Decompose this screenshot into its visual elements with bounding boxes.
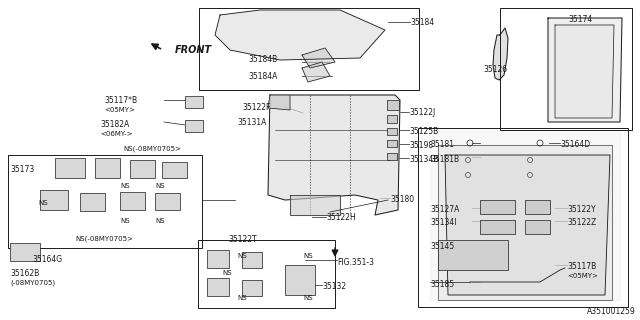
- Bar: [525, 200, 550, 214]
- Text: NS: NS: [155, 183, 164, 189]
- Text: NS: NS: [155, 218, 164, 224]
- Bar: [207, 250, 229, 268]
- Polygon shape: [290, 195, 340, 215]
- Polygon shape: [493, 28, 508, 80]
- Polygon shape: [548, 18, 622, 122]
- Text: A351001259: A351001259: [588, 307, 636, 316]
- Text: 35122H: 35122H: [326, 213, 356, 222]
- Text: 35185: 35185: [430, 280, 454, 289]
- Bar: [387, 140, 397, 147]
- Text: 35122Z: 35122Z: [567, 218, 596, 227]
- Text: 35117*B: 35117*B: [104, 96, 137, 105]
- Bar: [8, 155, 202, 248]
- Text: 35122Y: 35122Y: [567, 205, 596, 214]
- Text: 35174: 35174: [568, 15, 592, 24]
- Bar: [285, 265, 315, 295]
- Text: FIG.351-3: FIG.351-3: [337, 258, 374, 267]
- Polygon shape: [302, 62, 330, 82]
- Bar: [155, 193, 180, 210]
- Text: FRONT: FRONT: [175, 45, 212, 55]
- Bar: [162, 162, 187, 178]
- Bar: [80, 193, 105, 211]
- Bar: [198, 240, 335, 308]
- Polygon shape: [445, 155, 610, 295]
- Text: 35184A: 35184A: [248, 72, 277, 81]
- Polygon shape: [268, 95, 400, 215]
- Text: NS: NS: [120, 183, 130, 189]
- Text: NS: NS: [120, 218, 130, 224]
- Text: NS: NS: [222, 270, 232, 276]
- Bar: [525, 220, 550, 234]
- Bar: [387, 100, 399, 110]
- Bar: [480, 200, 515, 214]
- Text: 35134I: 35134I: [430, 218, 456, 227]
- Text: NS(-08MY0705>: NS(-08MY0705>: [75, 235, 133, 242]
- Text: 35132: 35132: [322, 282, 346, 291]
- Text: NS: NS: [237, 253, 246, 259]
- Polygon shape: [555, 25, 614, 118]
- Polygon shape: [215, 10, 385, 60]
- Text: 35125B: 35125B: [409, 127, 438, 136]
- Bar: [500, 8, 632, 130]
- Text: 35164D: 35164D: [560, 140, 590, 149]
- Text: 35134B: 35134B: [409, 155, 438, 164]
- Bar: [185, 96, 203, 108]
- Text: 35162B: 35162B: [10, 269, 39, 278]
- Bar: [387, 153, 397, 160]
- Bar: [438, 240, 508, 270]
- Text: 35122T: 35122T: [228, 235, 257, 244]
- Text: NS: NS: [303, 253, 312, 259]
- Text: 35181B: 35181B: [430, 155, 459, 164]
- Polygon shape: [268, 95, 290, 110]
- Text: NS(-08MY0705>: NS(-08MY0705>: [123, 145, 181, 151]
- Text: 35181: 35181: [430, 140, 454, 149]
- Text: 35126: 35126: [483, 65, 507, 74]
- Text: <06MY->: <06MY->: [100, 131, 132, 137]
- Text: 35122J: 35122J: [409, 108, 435, 117]
- Bar: [95, 158, 120, 178]
- Bar: [55, 158, 85, 178]
- Bar: [185, 120, 203, 132]
- Bar: [120, 192, 145, 210]
- Bar: [480, 220, 515, 234]
- Bar: [207, 278, 229, 296]
- Text: 35122F: 35122F: [242, 103, 270, 112]
- Text: NS: NS: [38, 200, 47, 206]
- Text: 35180: 35180: [390, 195, 414, 204]
- Text: NS: NS: [237, 295, 246, 301]
- Polygon shape: [430, 130, 620, 300]
- Text: 35127A: 35127A: [430, 205, 460, 214]
- Bar: [418, 128, 628, 307]
- Text: <05MY>: <05MY>: [104, 107, 135, 113]
- Bar: [199, 8, 419, 90]
- Bar: [387, 128, 397, 135]
- Text: 35184: 35184: [410, 18, 434, 27]
- Bar: [40, 190, 68, 210]
- Text: 35164G: 35164G: [32, 255, 62, 264]
- Text: 35131A: 35131A: [237, 118, 266, 127]
- Text: 35198: 35198: [409, 141, 433, 150]
- Text: <05MY>: <05MY>: [567, 273, 598, 279]
- Polygon shape: [438, 145, 612, 300]
- Text: 35173: 35173: [10, 165, 35, 174]
- Bar: [130, 160, 155, 178]
- Bar: [387, 115, 397, 123]
- Text: 35145: 35145: [430, 242, 454, 251]
- Text: NS: NS: [303, 295, 312, 301]
- Text: 35182A: 35182A: [100, 120, 129, 129]
- Bar: [242, 252, 262, 268]
- Text: 35117B: 35117B: [567, 262, 596, 271]
- Text: 35184B: 35184B: [248, 55, 277, 64]
- Polygon shape: [302, 48, 335, 68]
- Bar: [10, 243, 40, 261]
- Bar: [242, 280, 262, 296]
- Text: (-08MY0705): (-08MY0705): [10, 280, 55, 286]
